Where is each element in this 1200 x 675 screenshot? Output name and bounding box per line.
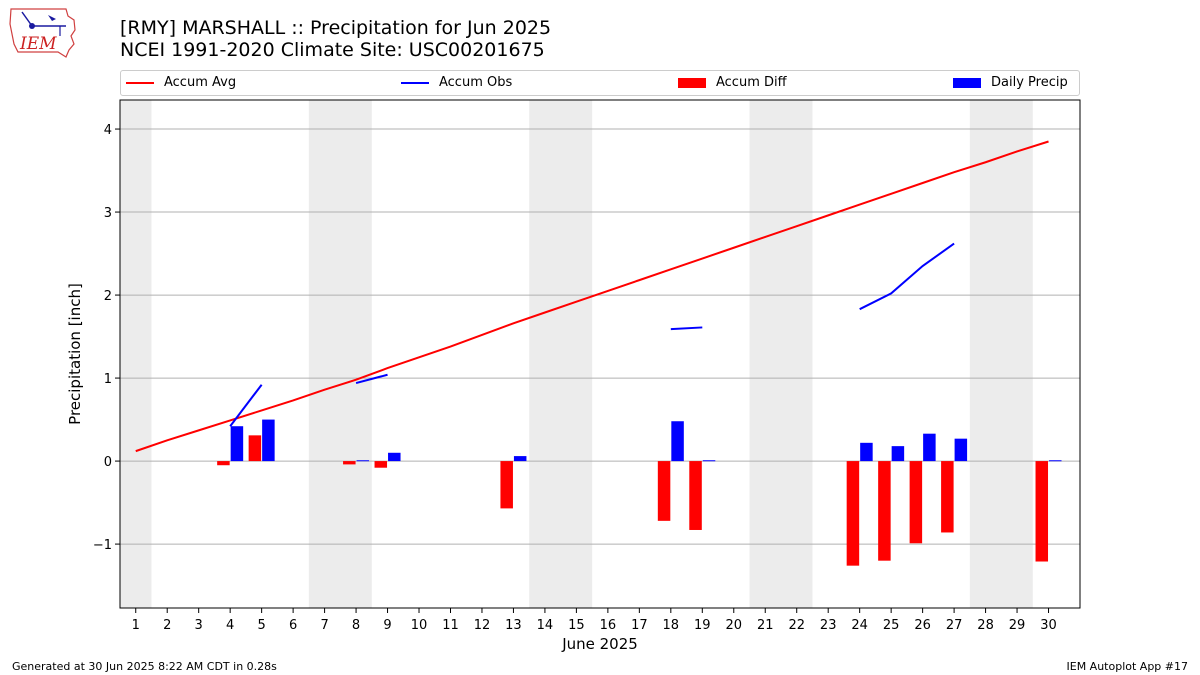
legend-label-accum-obs: Accum Obs: [439, 75, 513, 90]
daily-precip-bar: [262, 419, 275, 462]
legend-label-accum-avg: Accum Avg: [164, 75, 237, 90]
x-tick-label: 12: [474, 618, 491, 633]
accum-diff-bar: [657, 461, 671, 521]
y-tick-label: 1: [104, 372, 112, 387]
accum-diff-bar: [374, 461, 388, 468]
accum-diff-bar: [500, 461, 513, 509]
footer-app: IEM Autoplot App #17: [1066, 660, 1189, 673]
x-tick-label: 20: [725, 618, 742, 633]
x-tick-label: 17: [631, 618, 648, 633]
accum-obs-line: [859, 242, 955, 311]
accum-diff-bar: [846, 461, 860, 566]
legend-item-accum-obs: Accum Obs: [401, 74, 512, 92]
logo-text: IEM: [19, 34, 57, 54]
daily-precip-bar: [388, 452, 401, 462]
daily-precip-bar: [923, 433, 936, 462]
weekend-shade: [120, 100, 152, 608]
legend-label-accum-diff: Accum Diff: [716, 75, 787, 90]
legend-item-accum-avg: Accum Avg: [126, 74, 236, 92]
weekend-shade: [529, 100, 593, 608]
daily-precip-bar: [671, 421, 684, 462]
accum-diff-bar: [1035, 461, 1049, 562]
accum-diff-bar: [217, 461, 230, 466]
legend-item-accum-diff: Accum Diff: [678, 74, 787, 92]
accum-diff-bar: [909, 461, 923, 544]
weekend-shade: [749, 100, 813, 608]
x-tick-label: 30: [1040, 618, 1057, 633]
daily-precip-bar: [954, 438, 968, 462]
x-tick-label: 1: [132, 618, 140, 633]
x-tick-label: 4: [226, 618, 234, 633]
weekend-shade: [308, 100, 372, 608]
daily-precip-bar: [702, 460, 716, 462]
x-tick-label: 28: [977, 618, 994, 633]
x-tick-label: 15: [568, 618, 585, 633]
x-axis-label: June 2025: [561, 635, 638, 653]
x-tick-label: 10: [411, 618, 428, 633]
x-tick-label: 8: [352, 618, 360, 633]
y-tick-label: 2: [104, 289, 112, 304]
x-tick-label: 29: [1009, 618, 1026, 633]
daily-precip-bar: [230, 426, 244, 462]
legend-swatch-accum-avg: [126, 81, 154, 84]
daily-precip-bar: [1049, 460, 1062, 462]
x-tick-label: 27: [946, 618, 963, 633]
x-tick-label: 7: [320, 618, 328, 633]
x-tick-label: 22: [788, 618, 805, 633]
legend-swatch-accum-obs: [401, 81, 429, 84]
x-tick-label: 6: [289, 618, 297, 633]
chart-subtitle: NCEI 1991-2020 Climate Site: USC00201675: [120, 39, 545, 61]
daily-precip-bar: [891, 446, 905, 462]
accum-obs-line: [229, 384, 263, 427]
x-tick-label: 2: [163, 618, 171, 633]
y-tick-label: 0: [104, 455, 112, 470]
daily-precip-bar: [356, 460, 370, 462]
daily-precip-bar: [513, 456, 527, 462]
y-axis-label: Precipitation [inch]: [66, 283, 84, 425]
legend-swatch-daily-precip: [953, 77, 981, 88]
x-tick-label: 16: [600, 618, 617, 633]
x-tick-label: 19: [694, 618, 711, 633]
accum-diff-bar: [343, 461, 356, 465]
chart-title: [RMY] MARSHALL :: Precipitation for Jun …: [120, 17, 552, 39]
accum-obs-line: [670, 326, 703, 331]
iem-logo: IEM: [9, 8, 76, 58]
x-tick-label: 23: [820, 618, 837, 633]
x-tick-label: 24: [851, 618, 868, 633]
legend-swatch-accum-diff: [678, 77, 706, 88]
y-tick-label: −1: [93, 538, 112, 553]
x-tick-label: 3: [195, 618, 203, 633]
y-tick-label: 4: [104, 123, 112, 138]
accum-diff-bar: [689, 461, 702, 530]
accum-diff-bar: [248, 435, 262, 462]
x-tick-label: 21: [757, 618, 774, 633]
weekend-shade: [969, 100, 1033, 608]
daily-precip-bar: [860, 442, 873, 462]
x-tick-label: 5: [257, 618, 265, 633]
accum-diff-bar: [941, 461, 954, 533]
x-tick-label: 18: [663, 618, 680, 633]
accum-avg-line: [135, 140, 1049, 453]
y-tick-label: 3: [104, 206, 112, 221]
accum-diff-bar: [878, 461, 891, 561]
accum-obs-line: [355, 373, 388, 385]
x-tick-label: 11: [442, 618, 459, 633]
legend-label-daily-precip: Daily Precip: [991, 75, 1068, 90]
x-tick-label: 13: [505, 618, 522, 633]
x-tick-label: 9: [383, 618, 391, 633]
plot-frame: [119, 99, 1081, 609]
legend-item-daily-precip: Daily Precip: [953, 74, 1068, 92]
chart-legend: Accum Avg Accum Obs Accum Diff Daily Pre…: [120, 70, 1080, 96]
x-tick-label: 14: [537, 618, 554, 633]
x-tick-label: 25: [883, 618, 900, 633]
footer-generated: Generated at 30 Jun 2025 8:22 AM CDT in …: [12, 660, 277, 673]
x-tick-label: 26: [914, 618, 931, 633]
